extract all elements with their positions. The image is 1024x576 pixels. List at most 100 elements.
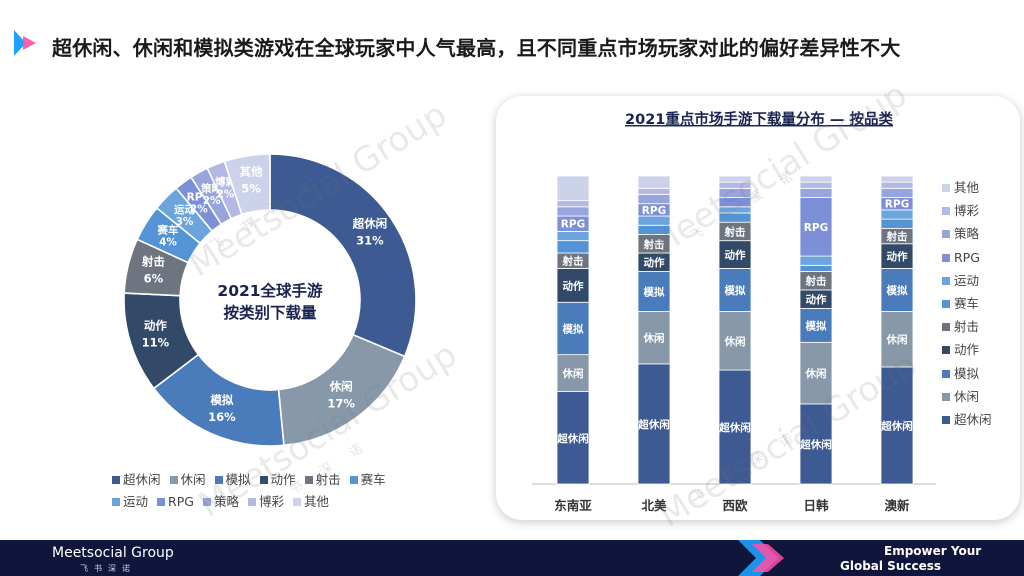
donut-slice-value: 16% (208, 410, 236, 424)
donut-slice-value: 4% (159, 237, 177, 249)
bar-segment-东南亚-休闲 (556, 354, 590, 393)
donut-slice-10 (223, 153, 271, 216)
legend-label: 休闲 (954, 388, 980, 404)
bar-segment-日韩-赛车 (799, 264, 833, 272)
bar-segment-label: 超休闲 (637, 418, 670, 431)
bar-segment-日韩-运动 (799, 255, 833, 266)
donut-legend-item: 赛车 (349, 469, 386, 491)
footer-brand-name: Meetsocial Group (52, 545, 174, 561)
x-tick-label: 北美 (641, 498, 667, 513)
donut-slice-value: 11% (142, 336, 170, 350)
bar-legend-item: 运动 (942, 269, 1018, 292)
legend-label: 超休闲 (123, 472, 161, 487)
legend-swatch (214, 476, 223, 484)
bar-segment-西欧-超休闲 (718, 369, 752, 485)
legend-label: 其他 (954, 180, 980, 195)
bar-segment-label: 超休闲 (718, 421, 751, 434)
bar-segment-label: 动作 (563, 279, 584, 292)
bar-segment-label: 动作 (725, 249, 746, 262)
legend-swatch (304, 476, 313, 484)
legend-swatch (942, 253, 950, 262)
legend-swatch (202, 498, 211, 506)
bar-segment-澳新-动作 (880, 243, 914, 269)
legend-label: 博彩 (954, 203, 980, 219)
legend-label: 模拟 (225, 472, 251, 487)
donut-slice-0 (269, 153, 417, 358)
legend-swatch (942, 323, 950, 332)
bar-segment-北美-超休闲 (637, 363, 671, 485)
legend-swatch (259, 476, 268, 484)
bar-segment-日韩-其他 (799, 175, 833, 183)
legend-label: RPG (168, 494, 194, 509)
footer-logo-icon (738, 540, 784, 576)
bar-segment-西欧-rpg (718, 197, 752, 208)
donut-legend-item: 超休闲 (112, 469, 161, 491)
bar-legend-item: 射击 (942, 315, 1018, 338)
bar-segment-label: 休闲 (724, 335, 746, 348)
legend-label: 运动 (954, 272, 980, 288)
donut-legend-item: 博彩 (247, 491, 284, 513)
bar-segment-label: RPG (642, 205, 666, 217)
donut-slice-value: 17% (327, 397, 355, 411)
bar-segment-日韩-rpg (799, 197, 833, 257)
donut-legend-item: RPG (157, 491, 194, 513)
legend-swatch (349, 476, 358, 484)
donut-slice-label: 射击 (141, 255, 165, 269)
bar-segment-日韩-模拟 (799, 308, 833, 343)
bar-segment-澳新-休闲 (880, 311, 914, 368)
bar-segment-西欧-赛车 (718, 212, 752, 223)
legend-label: 策略 (954, 226, 980, 242)
legend-swatch (157, 498, 166, 506)
brand-logo-icon (14, 30, 36, 56)
donut-slice-label: 超休闲 (352, 217, 388, 231)
bar-segment-东南亚-策略 (556, 206, 590, 217)
donut-slice-value: 5% (241, 182, 261, 196)
bar-segment-label: 射击 (643, 238, 665, 251)
x-tick-label: 西欧 (722, 498, 748, 513)
legend-label: 运动 (123, 494, 149, 509)
bar-segment-东南亚-其他 (556, 175, 590, 202)
donut-slice-label: 其他 (240, 165, 263, 179)
bar-segment-label: 超休闲 (880, 419, 913, 432)
legend-label: 超休闲 (954, 411, 992, 427)
legend-label: 其他 (303, 494, 329, 509)
legend-swatch (169, 476, 178, 484)
donut-legend-item: 策略 (202, 491, 239, 513)
global-downloads-donut-chart: 超休闲31%休闲17%模拟16%动作11%射击6%赛车4%运动3%RPG2%策略… (123, 153, 417, 447)
legend-label: 赛车 (360, 472, 386, 487)
legend-swatch (942, 276, 950, 285)
bar-segment-东南亚-动作 (556, 267, 590, 303)
page-title: 超休闲、休闲和模拟类游戏在全球玩家中人气最高，且不同重点市场玩家对此的偏好差异性… (52, 36, 901, 60)
legend-label: 射击 (954, 319, 980, 335)
bar-segment-西欧-博彩 (718, 181, 752, 189)
legend-swatch (112, 476, 120, 484)
bar-segment-label: 超休闲 (799, 438, 832, 451)
bar-segment-东南亚-博彩 (556, 200, 590, 208)
bar-segment-label: 休闲 (643, 332, 665, 345)
bar-legend-item: 策略 (942, 222, 1018, 245)
donut-legend: 超休闲 休闲 模拟 动作 射击 赛车运动 RPG 策略 博彩 其他 (112, 469, 432, 513)
bar-segment-label: 模拟 (563, 322, 584, 335)
bar-segment-label: 模拟 (806, 319, 827, 332)
donut-slice-value: 3% (176, 216, 194, 228)
donut-slice-value: 2% (190, 203, 208, 215)
bar-segment-澳新-运动 (880, 209, 914, 220)
legend-swatch (942, 369, 950, 378)
donut-slice-label: 休闲 (329, 380, 353, 394)
bar-segment-北美-策略 (637, 194, 671, 205)
bar-segment-澳新-博彩 (880, 181, 914, 189)
donut-legend-item: 动作 (259, 469, 296, 491)
donut-slice-value: 31% (356, 234, 384, 248)
bar-segment-西欧-运动 (718, 206, 752, 214)
bar-segment-label: 模拟 (644, 286, 665, 299)
footer-bar: Meetsocial Group 飞书深诺 Empower Your Globa… (0, 540, 1024, 576)
x-tick-label: 日韩 (803, 498, 829, 513)
bar-legend-item: 其他 (942, 176, 1018, 199)
bar-segment-label: RPG (804, 222, 828, 234)
donut-slice-value: 2% (216, 189, 234, 201)
bar-segment-label: 射击 (562, 255, 584, 268)
legend-label: 休闲 (180, 472, 206, 487)
bar-segment-label: 模拟 (887, 284, 908, 297)
market-chart-panel: 2021重点市场手游下载量分布 — 按品类 超休闲 休闲 模拟 动作 射击 RPG 东南亚 超休… (496, 96, 1020, 520)
donut-center-label-1: 2021全球手游 (217, 281, 323, 300)
